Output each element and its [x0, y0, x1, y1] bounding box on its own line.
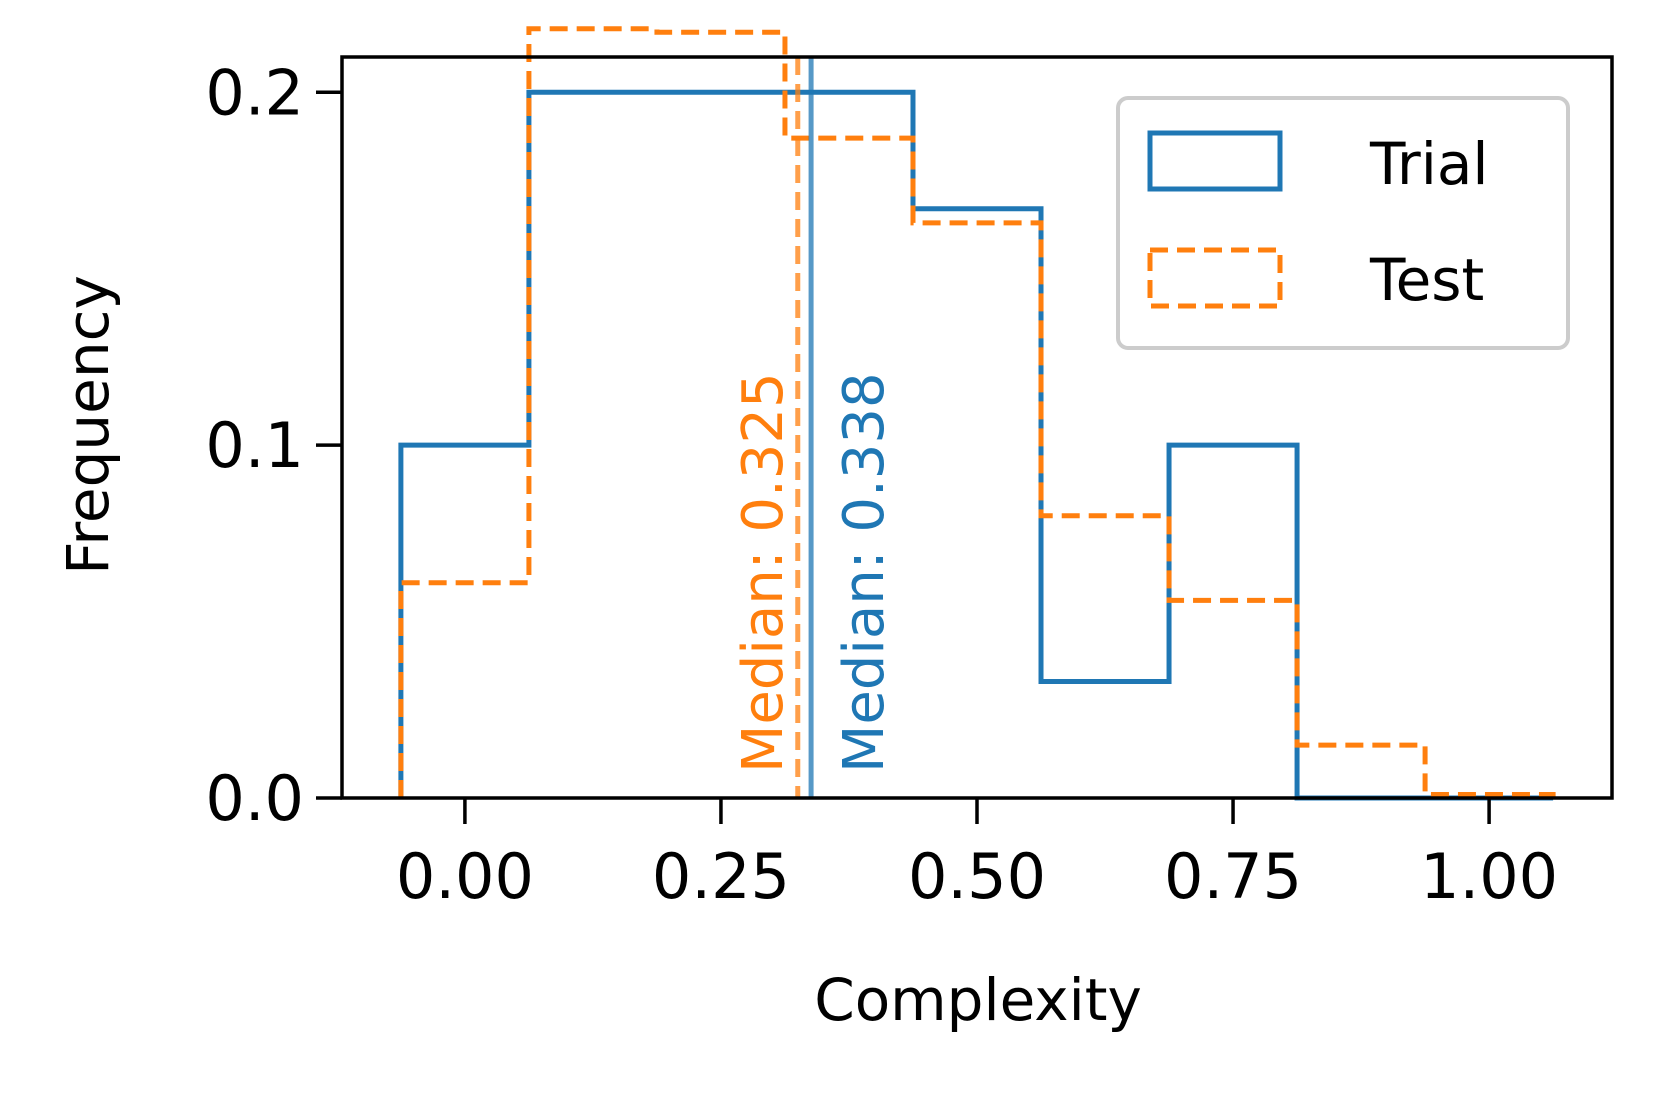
- bar-test-0: [401, 583, 529, 798]
- axes: 0.00 0.25 0.50 0.75 1.00 0.0 0.1 0.2: [205, 55, 1614, 913]
- bar-trial-1: [529, 92, 657, 798]
- legend-label-trial: Trial: [1369, 130, 1489, 198]
- legend-swatch-test: [1147, 247, 1283, 309]
- x-tick-label: 0.75: [1164, 840, 1302, 913]
- y-tick-label: 0.2: [205, 56, 304, 129]
- legend-label-test: Test: [1369, 246, 1484, 314]
- x-axis-title: Complexity: [814, 966, 1142, 1034]
- x-tick-label: 1.00: [1420, 840, 1558, 913]
- y-axis-title: Frequency: [54, 275, 122, 575]
- y-tick-label: 0.0: [205, 762, 304, 835]
- median-label-trial: Median: 0.338: [832, 372, 897, 773]
- legend: Trial Test: [1116, 96, 1570, 350]
- x-tick-label: 0.00: [396, 840, 534, 913]
- bar-test-7: [1297, 745, 1425, 798]
- y-tick-label: 0.1: [205, 409, 304, 482]
- x-tick-label: 0.25: [652, 840, 790, 913]
- plot-area: Median: 0.325 Median: 0.338: [398, 26, 1556, 801]
- bar-trial-5: [1041, 682, 1169, 798]
- x-tick-label: 0.50: [908, 840, 1046, 913]
- bar-trial-6: [1169, 445, 1297, 798]
- bar-test-6: [1169, 600, 1297, 798]
- histogram-step-test: [398, 26, 1556, 798]
- legend-swatch-trial: [1147, 130, 1283, 192]
- legend-box: [1116, 96, 1570, 350]
- bar-trial-4: [913, 209, 1041, 798]
- bar-trial-0: [401, 445, 529, 798]
- bar-test-5: [1041, 516, 1169, 798]
- bar-test-4: [913, 223, 1041, 798]
- median-label-test: Median: 0.325: [731, 372, 796, 773]
- bar-test-1: [529, 29, 657, 798]
